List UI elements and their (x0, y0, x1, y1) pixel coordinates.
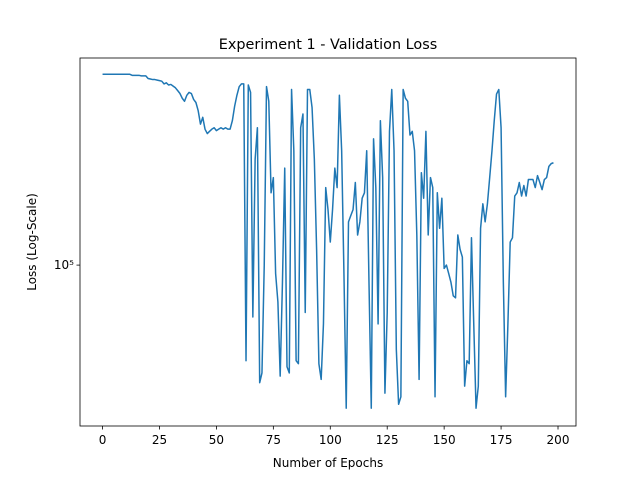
chart-title: Experiment 1 - Validation Loss (219, 37, 437, 53)
x-tick-label: 150 (433, 433, 456, 447)
loss-line (102, 73, 554, 409)
x-axis-label: Number of Epochs (273, 456, 383, 470)
x-tick-label: 50 (209, 433, 224, 447)
x-tick-label: 125 (376, 433, 399, 447)
y-axis-label: Loss (Log-Scale) (25, 193, 39, 291)
axes-frame (79, 57, 577, 427)
x-tick-label: 200 (547, 433, 570, 447)
x-tick-label: 175 (490, 433, 513, 447)
x-tick-label: 25 (152, 433, 167, 447)
x-tick-label: 100 (319, 433, 342, 447)
y-tick-label: 10⁵ (54, 258, 74, 272)
x-tick-label: 0 (99, 433, 107, 447)
x-tick-label: 75 (266, 433, 281, 447)
